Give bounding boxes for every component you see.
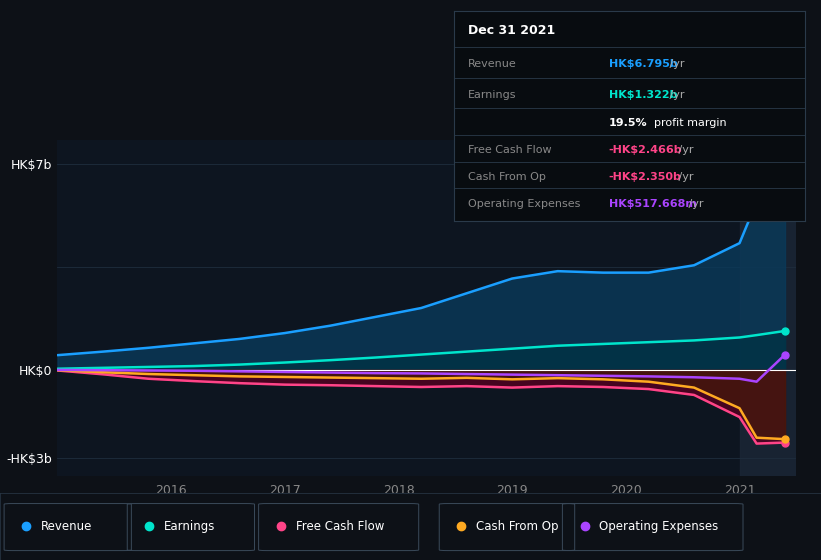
Text: /yr: /yr: [676, 145, 694, 155]
Text: -HK$2.350b: -HK$2.350b: [608, 172, 681, 182]
Text: Free Cash Flow: Free Cash Flow: [468, 145, 552, 155]
Text: HK$517.668m: HK$517.668m: [608, 199, 696, 209]
Text: /yr: /yr: [666, 90, 684, 100]
Text: Dec 31 2021: Dec 31 2021: [468, 24, 555, 36]
Text: /yr: /yr: [686, 199, 704, 209]
Text: HK$6.795b: HK$6.795b: [608, 59, 677, 69]
Text: /yr: /yr: [676, 172, 694, 182]
Text: Revenue: Revenue: [468, 59, 516, 69]
Text: Free Cash Flow: Free Cash Flow: [296, 520, 384, 533]
Text: Earnings: Earnings: [164, 520, 216, 533]
Text: Operating Expenses: Operating Expenses: [599, 520, 718, 533]
Text: Cash From Op: Cash From Op: [468, 172, 546, 182]
Text: profit margin: profit margin: [654, 118, 727, 128]
Text: Earnings: Earnings: [468, 90, 516, 100]
Bar: [740, 140, 796, 476]
Text: Cash From Op: Cash From Op: [476, 520, 558, 533]
Text: Revenue: Revenue: [41, 520, 93, 533]
Text: HK$1.322b: HK$1.322b: [608, 90, 677, 100]
Text: /yr: /yr: [666, 59, 684, 69]
Text: -HK$2.466b: -HK$2.466b: [608, 145, 682, 155]
Text: Operating Expenses: Operating Expenses: [468, 199, 580, 209]
Text: 19.5%: 19.5%: [608, 118, 647, 128]
